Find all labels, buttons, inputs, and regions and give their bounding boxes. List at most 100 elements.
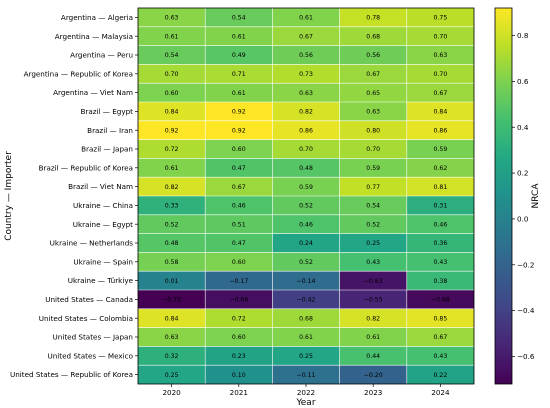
colorbar-tick-label: −0.2 [517, 260, 534, 269]
heatmap-cell [205, 120, 273, 140]
cell-value-label: 0.70 [165, 71, 179, 78]
cell-value-label: 0.25 [165, 372, 179, 379]
heatmap-cell [205, 8, 273, 27]
cell-value-label: −0.17 [229, 278, 248, 285]
y-tick-label: Ukraine — China [73, 201, 133, 210]
heatmap-cell [138, 102, 206, 121]
cell-value-label: 0.46 [232, 203, 246, 210]
cell-value-label: 0.82 [165, 184, 179, 191]
cell-value-label: 0.63 [434, 52, 448, 59]
y-tick-label: Argentina — Algeria [61, 13, 133, 22]
heatmap-cell [205, 196, 273, 215]
heatmap-cell [205, 308, 273, 328]
cell-value-label: 0.72 [232, 315, 246, 322]
cell-value-label: −0.11 [297, 372, 316, 379]
cell-value-label: −0.14 [297, 278, 316, 285]
grid-lines [138, 8, 474, 384]
cell-value-label: 0.51 [232, 221, 246, 228]
heatmap-cell [339, 26, 407, 46]
heatmap-cell [339, 8, 407, 27]
x-tick-label: 2023 [364, 388, 382, 397]
cell-value-label: 0.61 [165, 165, 179, 172]
cell-value-label: 0.44 [366, 353, 380, 360]
colorbar-tick-label: 0.2 [517, 169, 528, 178]
heatmap-cell [205, 64, 273, 84]
heatmap-cell [406, 271, 474, 290]
heatmap-cells [138, 8, 474, 384]
colorbar-ticks: −0.6 −0.4 −0.2 0.0 0.2 0.4 0.6 0.8 [512, 31, 535, 361]
cell-value-label: 0.61 [232, 90, 246, 97]
cell-value-label: 0.70 [434, 71, 448, 78]
cell-value-label: −0.66 [229, 297, 248, 304]
cell-value-label: 0.63 [165, 15, 179, 22]
heatmap-cell [339, 83, 407, 102]
cell-value-label: −0.42 [297, 297, 316, 304]
heatmap-cell [138, 83, 206, 102]
cell-value-label: 0.52 [165, 221, 179, 228]
heatmap-cell [205, 139, 273, 159]
heatmap-cell [272, 102, 340, 121]
heatmap-cell [272, 120, 340, 140]
heatmap-cell [272, 252, 340, 272]
colorbar-tick-label: 0.4 [517, 123, 529, 132]
heatmap-cell [138, 346, 206, 366]
heatmap-cell [205, 290, 273, 309]
heatmap-cell [406, 233, 474, 253]
cell-value-label: 0.52 [299, 259, 313, 266]
cell-value-label: 0.31 [434, 203, 448, 210]
cell-value-label: 0.22 [434, 372, 448, 379]
cell-value-label: 0.60 [232, 334, 246, 341]
cell-value-label: −0.63 [364, 278, 383, 285]
cell-value-label: 0.70 [299, 146, 313, 153]
heatmap-cell [339, 214, 407, 234]
cell-value-label: 0.54 [366, 203, 380, 210]
heatmap-cell [272, 83, 340, 102]
cell-value-label: 0.70 [366, 146, 380, 153]
heatmap-cell [272, 233, 340, 253]
colorbar [494, 7, 513, 385]
y-tick-label: Brazil — Iran [87, 126, 133, 135]
heatmap-cell [406, 365, 474, 384]
heatmap-cell [406, 308, 474, 328]
heatmap-cell [272, 308, 340, 328]
y-tick-label: United States — Japan [53, 333, 133, 342]
cell-value-label: 0.47 [232, 165, 246, 172]
heatmap-cell [406, 139, 474, 159]
heatmap-cell [272, 139, 340, 159]
heatmap-cell [339, 346, 407, 366]
heatmap-cell [406, 327, 474, 347]
cell-value-label: 0.67 [434, 334, 448, 341]
heatmap-cell [205, 327, 273, 347]
y-tick-label: Brazil — Republic of Korea [39, 163, 133, 172]
x-axis-label: Year [295, 398, 315, 408]
cell-value-label: 0.67 [366, 71, 380, 78]
cell-value-label: −0.20 [364, 372, 383, 379]
cell-value-label: 0.59 [299, 184, 313, 191]
colorbar-tick-label: −0.4 [517, 306, 535, 315]
cell-value-label: 0.46 [434, 221, 448, 228]
heatmap-cell [205, 83, 273, 102]
x-tick-label: 2020 [162, 388, 181, 397]
cell-value-label: 0.36 [434, 240, 448, 247]
cell-value-label: 0.61 [232, 33, 246, 40]
heatmap-cell [406, 158, 474, 178]
heatmap-cell [205, 102, 273, 121]
heatmap-cell [339, 120, 407, 140]
cell-value-label: 0.82 [366, 315, 380, 322]
x-tick-label: 2024 [431, 388, 450, 397]
heatmap-cell [339, 233, 407, 253]
heatmap-cell [339, 102, 407, 121]
y-tick-label: Argentina — Malaysia [55, 32, 133, 41]
cell-value-label: 0.62 [434, 165, 448, 172]
cell-value-label: 0.75 [434, 15, 448, 22]
heatmap-cell [138, 26, 206, 46]
cell-value-label: 0.81 [434, 184, 448, 191]
cell-value-label: 0.92 [165, 127, 179, 134]
cell-value-label: 0.60 [165, 90, 179, 97]
cell-value-label: 0.38 [434, 278, 448, 285]
cell-value-label: −0.72 [162, 297, 181, 304]
cell-value-label: 0.61 [165, 33, 179, 40]
cell-value-label: 0.48 [165, 240, 179, 247]
heatmap-cell [205, 214, 273, 234]
y-tick-label: Ukraine — Spain [73, 257, 133, 266]
